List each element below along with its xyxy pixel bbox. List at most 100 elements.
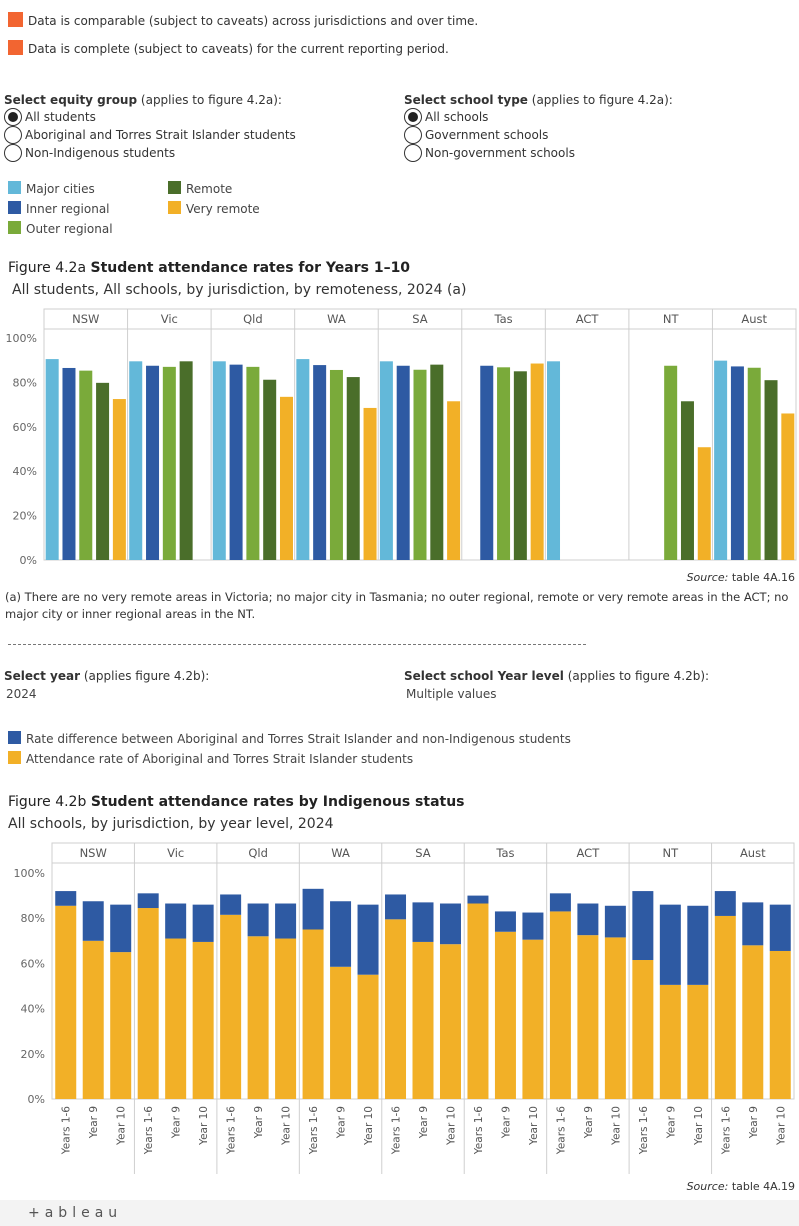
legend-major-cities-label[interactable]: Major cities bbox=[26, 182, 95, 196]
fig-a-bar-wa-remote bbox=[346, 377, 360, 560]
legend-inner-regional-swatch[interactable] bbox=[8, 201, 21, 214]
fig-a-bar-qld-outer-regional bbox=[246, 366, 260, 560]
fig-b-title-text: Student attendance rates by Indigenous s… bbox=[90, 794, 465, 810]
fig-b-jurisdiction-label: NSW bbox=[80, 846, 107, 860]
legend-inner-regional-label[interactable]: Inner regional bbox=[26, 202, 110, 216]
equity-option-indigenous[interactable]: Aboriginal and Torres Strait Islander st… bbox=[25, 128, 296, 142]
fig-b-jurisdiction-label: Aust bbox=[740, 846, 766, 860]
equity-option-non-indigenous[interactable]: Non-Indigenous students bbox=[25, 146, 176, 160]
school-type-radio-government[interactable] bbox=[404, 126, 422, 144]
fig-a-bar-wa-inner-regional bbox=[313, 365, 327, 560]
fig-b-bar-aust-year-9-rate-difference bbox=[742, 902, 764, 946]
fig-b-bar-qld-year-10-rate-difference bbox=[275, 903, 297, 939]
fig-b-bar-sa-years-1-6-rate-difference bbox=[385, 894, 407, 920]
legend-very-remote-swatch[interactable] bbox=[168, 201, 181, 214]
legend-rate-difference-swatch[interactable] bbox=[8, 731, 21, 744]
legend-remote-swatch[interactable] bbox=[168, 181, 181, 194]
fig-a-jurisdiction-label: Tas bbox=[493, 312, 512, 326]
fig-b-bar-nsw-years-1-6-indigenous-rate bbox=[55, 905, 77, 1099]
equity-filter-label: Select equity group bbox=[4, 93, 138, 107]
fig-a-footnote: (a) There are no very remote areas in Vi… bbox=[5, 590, 789, 621]
legend-remote-label[interactable]: Remote bbox=[186, 182, 233, 196]
fig-b-source-table: table 4A.19 bbox=[731, 1180, 795, 1193]
school-type-option-all[interactable]: All schools bbox=[425, 110, 489, 124]
year-filter-label: Select year bbox=[4, 669, 81, 683]
fig-b-year-level-label: Year 10 bbox=[610, 1106, 622, 1146]
fig-a-title-text: Student attendance rates for Years 1–10 bbox=[90, 260, 411, 276]
fig-b-year-level-label: Year 9 bbox=[336, 1106, 348, 1139]
fig-a-bar-nsw-outer-regional bbox=[79, 370, 93, 560]
legend-major-cities-swatch[interactable] bbox=[8, 181, 21, 194]
fig-a-bar-wa-outer-regional bbox=[329, 369, 343, 560]
fig-b-bar-qld-years-1-6-indigenous-rate bbox=[220, 914, 242, 1099]
fig-a-bar-vic-inner-regional bbox=[146, 365, 160, 560]
fig-b-bar-nt-year-10-indigenous-rate bbox=[687, 984, 709, 1099]
level-filter-value[interactable]: Multiple values bbox=[406, 687, 497, 701]
fig-b-year-level-label: Years 1-6 bbox=[143, 1106, 155, 1156]
fig-a-source-label: Source: bbox=[686, 571, 729, 584]
fig-b-year-level-label: Year 10 bbox=[281, 1106, 293, 1146]
fig-b-jurisdiction-label: Qld bbox=[248, 846, 268, 860]
year-filter-heading: Select year (applies figure 4.2b): bbox=[4, 668, 209, 684]
fig-a-source: Source: table 4A.16 bbox=[687, 571, 795, 585]
school-type-filter-label: Select school type bbox=[404, 93, 528, 107]
fig-b-jurisdiction-label: SA bbox=[415, 846, 431, 860]
fig-a-bar-qld-inner-regional bbox=[229, 364, 243, 560]
fig-b-y-tick-label: 20% bbox=[21, 1048, 45, 1061]
fig-a-bar-aust-remote bbox=[764, 380, 778, 560]
fig-a-jurisdiction-label: NSW bbox=[72, 312, 99, 326]
equity-option-all[interactable]: All students bbox=[25, 110, 96, 124]
fig-b-bar-nsw-year-10-rate-difference bbox=[110, 904, 132, 953]
fig-b-bar-tas-year-9-rate-difference bbox=[494, 911, 516, 932]
fig-a-jurisdiction-label: Aust bbox=[741, 312, 767, 326]
fig-b-jurisdiction-label: Vic bbox=[167, 846, 184, 860]
school-type-filter-hint: (applies to figure 4.2a): bbox=[531, 93, 673, 107]
fig-b-bar-qld-years-1-6-rate-difference bbox=[220, 894, 242, 915]
fig-a-jurisdiction-label: Qld bbox=[243, 312, 263, 326]
fig-b-year-level-label: Years 1-6 bbox=[473, 1106, 485, 1156]
fig-a-bar-sa-remote bbox=[430, 364, 444, 560]
legend-indigenous-rate-swatch[interactable] bbox=[8, 751, 21, 764]
year-filter-hint: (applies figure 4.2b): bbox=[83, 669, 210, 683]
school-type-radio-non-government[interactable] bbox=[404, 144, 422, 162]
fig-a-bar-vic-major-cities bbox=[129, 361, 143, 560]
legend-rate-difference-label[interactable]: Rate difference between Aboriginal and T… bbox=[26, 732, 571, 746]
criteria-comparable-text: Data is comparable (subject to caveats) … bbox=[28, 14, 479, 28]
fig-b-title: Figure 4.2b Student attendance rates by … bbox=[8, 793, 465, 811]
fig-b-year-level-label: Year 9 bbox=[748, 1106, 760, 1139]
fig-b-bar-wa-years-1-6-indigenous-rate bbox=[302, 929, 324, 1099]
fig-b-bar-aust-years-1-6-rate-difference bbox=[714, 891, 736, 916]
year-filter-value[interactable]: 2024 bbox=[6, 687, 37, 701]
fig-a-jurisdiction-label: SA bbox=[412, 312, 428, 326]
equity-radio-non-indigenous[interactable] bbox=[4, 144, 22, 162]
legend-very-remote-label[interactable]: Very remote bbox=[186, 202, 260, 216]
fig-b-bar-qld-year-9-indigenous-rate bbox=[247, 936, 269, 1099]
legend-indigenous-rate-label[interactable]: Attendance rate of Aboriginal and Torres… bbox=[26, 752, 414, 766]
level-filter-hint: (applies to figure 4.2b): bbox=[567, 669, 710, 683]
legend-outer-regional-label[interactable]: Outer regional bbox=[26, 222, 113, 236]
legend-outer-regional-swatch[interactable] bbox=[8, 221, 21, 234]
fig-a-bar-nsw-remote bbox=[96, 382, 110, 560]
criteria-comparable-marker bbox=[8, 12, 23, 27]
fig-a-bar-nsw-major-cities bbox=[45, 359, 59, 560]
equity-radio-indigenous[interactable] bbox=[4, 126, 22, 144]
fig-a-bar-tas-remote bbox=[513, 371, 527, 560]
fig-a-y-tick-label: 100% bbox=[6, 332, 37, 345]
fig-b-jurisdiction-label: Tas bbox=[495, 846, 514, 860]
fig-b-year-level-label: Year 9 bbox=[418, 1106, 430, 1139]
fig-b-bar-wa-year-9-indigenous-rate bbox=[330, 966, 352, 1099]
fig-a-y-tick-label: 60% bbox=[13, 421, 37, 434]
fig-a-chart: 0% 20% 40% 60% 80% 100% NSW Vic Qld WA SA Tas ACT NT A… bbox=[6, 308, 797, 566]
fig-b-bar-wa-years-1-6-rate-difference bbox=[302, 888, 324, 930]
equity-radio-all[interactable] bbox=[4, 108, 22, 126]
fig-b-year-level-label: Year 9 bbox=[500, 1106, 512, 1139]
school-type-radio-all[interactable] bbox=[404, 108, 422, 126]
fig-a-bar-vic-remote bbox=[179, 361, 193, 560]
fig-b-y-tick-label: 0% bbox=[28, 1093, 45, 1106]
fig-b-bar-qld-year-10-indigenous-rate bbox=[275, 938, 297, 1099]
tableau-logo[interactable]: +ableau bbox=[28, 1205, 123, 1221]
fig-a-title: Figure 4.2a Student attendance rates for… bbox=[8, 259, 410, 277]
fig-b-bar-act-year-10-indigenous-rate bbox=[604, 937, 626, 1099]
school-type-option-non-government[interactable]: Non-government schools bbox=[425, 146, 575, 160]
school-type-option-government[interactable]: Government schools bbox=[425, 128, 549, 142]
